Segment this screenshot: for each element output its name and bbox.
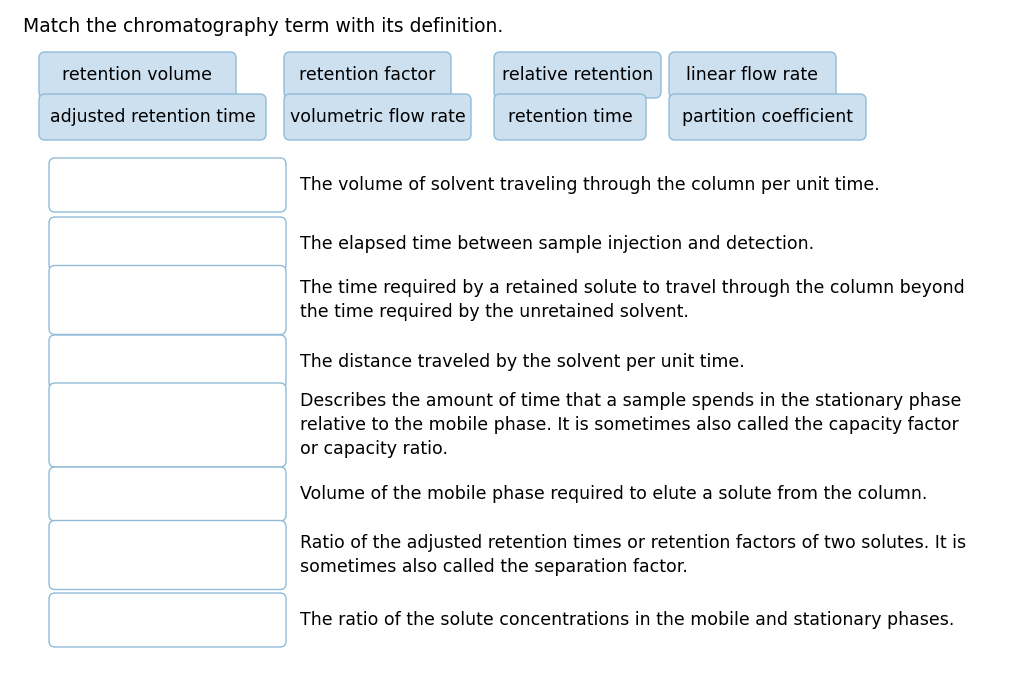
Text: Match the chromatography term with its definition.: Match the chromatography term with its d… [23,17,503,36]
Text: retention time: retention time [508,108,633,126]
Text: The ratio of the solute concentrations in the mobile and stationary phases.: The ratio of the solute concentrations i… [300,611,954,629]
Text: The volume of solvent traveling through the column per unit time.: The volume of solvent traveling through … [300,176,880,194]
FancyBboxPatch shape [39,52,236,98]
Text: linear flow rate: linear flow rate [686,66,818,84]
FancyBboxPatch shape [494,52,662,98]
FancyBboxPatch shape [669,52,836,98]
FancyBboxPatch shape [284,94,471,140]
FancyBboxPatch shape [49,265,286,335]
FancyBboxPatch shape [49,335,286,389]
FancyBboxPatch shape [49,593,286,647]
FancyBboxPatch shape [49,383,286,467]
FancyBboxPatch shape [669,94,866,140]
FancyBboxPatch shape [39,94,266,140]
FancyBboxPatch shape [49,521,286,589]
FancyBboxPatch shape [49,217,286,271]
FancyBboxPatch shape [49,158,286,212]
Text: retention factor: retention factor [299,66,435,84]
Text: Describes the amount of time that a sample spends in the stationary phase
relati: Describes the amount of time that a samp… [300,392,962,458]
Text: The elapsed time between sample injection and detection.: The elapsed time between sample injectio… [300,235,814,253]
Text: The distance traveled by the solvent per unit time.: The distance traveled by the solvent per… [300,353,744,371]
FancyBboxPatch shape [494,94,646,140]
Text: partition coefficient: partition coefficient [682,108,853,126]
Text: adjusted retention time: adjusted retention time [49,108,255,126]
FancyBboxPatch shape [284,52,451,98]
Text: The time required by a retained solute to travel through the column beyond
the t: The time required by a retained solute t… [300,279,965,321]
Text: retention volume: retention volume [62,66,213,84]
Text: volumetric flow rate: volumetric flow rate [290,108,465,126]
Text: relative retention: relative retention [502,66,653,84]
Text: Ratio of the adjusted retention times or retention factors of two solutes. It is: Ratio of the adjusted retention times or… [300,534,966,576]
FancyBboxPatch shape [49,467,286,521]
Text: Volume of the mobile phase required to elute a solute from the column.: Volume of the mobile phase required to e… [300,485,928,503]
